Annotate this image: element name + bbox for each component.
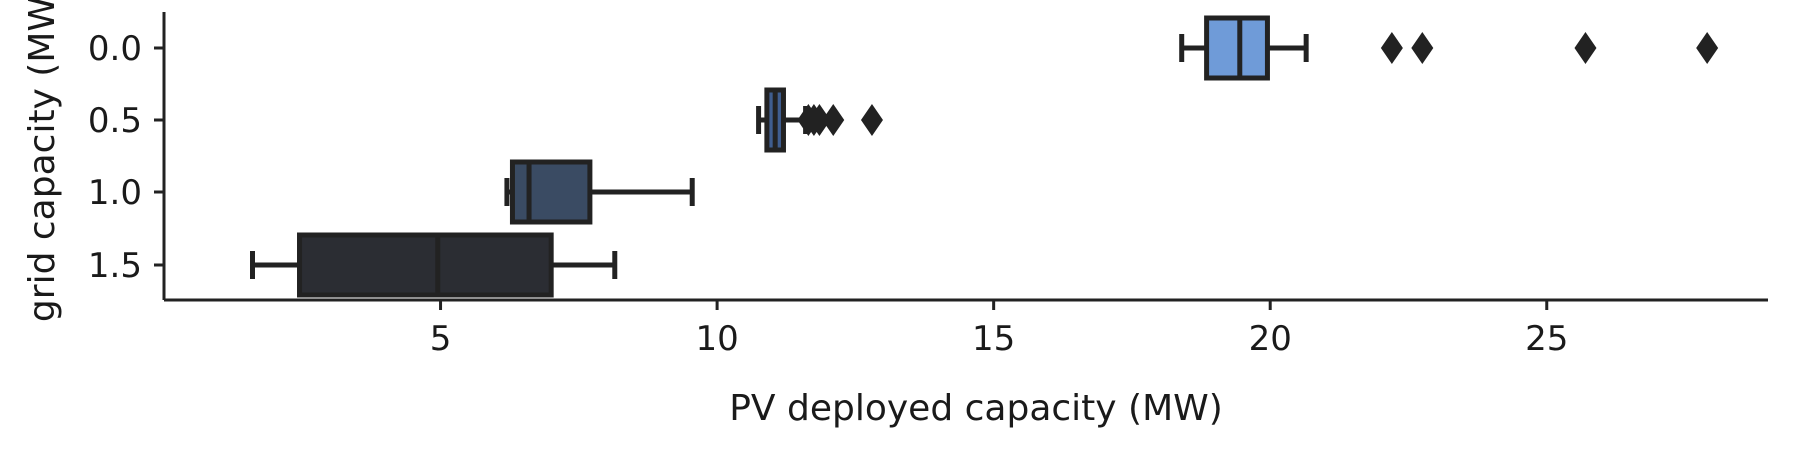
outlier-point — [1411, 32, 1434, 64]
y-tick-label: 1.0 — [88, 173, 142, 213]
box-group-0.0 — [1179, 15, 1719, 81]
box-group-0.5 — [756, 87, 883, 153]
x-tick-label: 20 — [1249, 319, 1292, 359]
y-axis-title: grid capacity (MW) — [22, 0, 63, 322]
box-iqr — [509, 159, 593, 225]
box-group-1.0 — [504, 159, 695, 225]
outlier-point — [822, 104, 845, 136]
box-iqr — [297, 232, 554, 298]
box-iqr — [1204, 15, 1270, 81]
x-tick-label: 25 — [1525, 319, 1568, 359]
x-tick-label: 15 — [972, 319, 1015, 359]
y-tick-label: 0.0 — [88, 29, 142, 69]
outlier-point — [1574, 32, 1597, 64]
outlier-point — [860, 104, 883, 136]
x-tick-label: 5 — [430, 319, 452, 359]
y-tick-label: 1.5 — [88, 246, 142, 286]
outlier-point — [808, 104, 831, 136]
y-tick-label: 0.5 — [88, 101, 142, 141]
axes: 5 10 15 20 25 0.0 0.5 1.0 1.5 — [88, 12, 1768, 359]
outlier-point — [1696, 32, 1719, 64]
plot-area — [249, 15, 1719, 298]
x-axis-title: PV deployed capacity (MW) — [729, 388, 1223, 429]
x-tick-label: 10 — [695, 319, 738, 359]
box-group-1.5 — [249, 232, 618, 298]
outlier-point — [1380, 32, 1403, 64]
